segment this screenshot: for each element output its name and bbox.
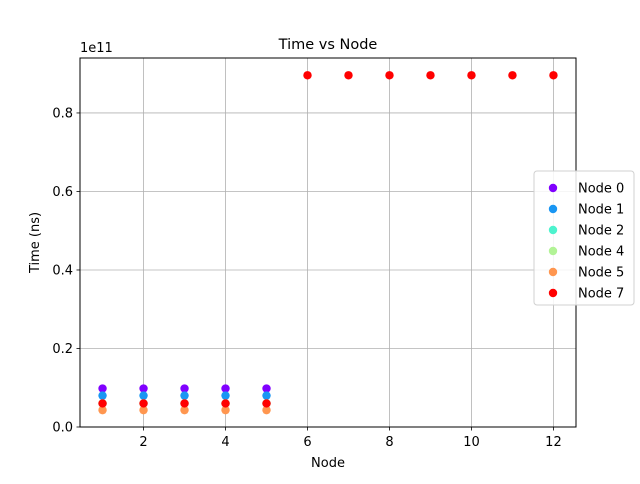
legend-marker (548, 267, 558, 277)
data-point (262, 391, 271, 400)
series-node-7 (98, 71, 558, 408)
x-tick-label: 8 (385, 435, 393, 450)
x-axis-label: Node (311, 456, 345, 471)
x-tick-label: 12 (545, 435, 562, 450)
y-tick-label: 0.4 (52, 263, 73, 278)
data-point (426, 71, 435, 80)
y-tick-label: 0.0 (52, 421, 73, 436)
legend-label: Node 4 (578, 245, 624, 260)
data-points (98, 71, 558, 415)
data-point (139, 399, 148, 408)
y-axis-offset-label: 1e11 (80, 41, 113, 56)
data-point (221, 384, 230, 393)
legend-marker (548, 225, 558, 235)
legend: Node 0 Node 1 Node 2 Node 4 Node 5 Node 7 (533, 170, 635, 306)
axis-ticks: 2 4 6 8 10 12 0.0 0.2 0.4 0.6 0.8 (52, 106, 561, 450)
legend-item: Node 0 (548, 182, 624, 197)
series-node-5 (98, 405, 271, 415)
data-point (262, 384, 271, 393)
legend-frame (533, 170, 635, 306)
data-point (221, 399, 230, 408)
data-point (221, 405, 230, 415)
grid-lines (80, 58, 576, 428)
data-point (139, 391, 148, 400)
legend-label: Node 7 (578, 287, 624, 302)
x-tick-label: 2 (139, 435, 147, 450)
y-tick-label: 0.8 (52, 106, 73, 121)
legend-item: Node 1 (548, 203, 624, 218)
data-point (262, 405, 271, 415)
data-point (385, 71, 394, 80)
data-point (262, 399, 271, 408)
y-axis-label: Time (ns) (28, 212, 43, 274)
data-point (139, 384, 148, 393)
legend-marker (548, 288, 558, 298)
x-tick-label: 10 (463, 435, 480, 450)
data-point (467, 71, 476, 80)
y-tick-label: 0.2 (52, 342, 73, 357)
data-point (98, 391, 107, 400)
legend-item: Node 4 (548, 245, 624, 260)
legend-marker (548, 183, 558, 193)
legend-item: Node 2 (548, 224, 624, 239)
chart-title: Time vs Node (278, 37, 378, 53)
x-tick-label: 4 (221, 435, 229, 450)
legend-label: Node 1 (578, 203, 624, 218)
data-point (180, 399, 189, 408)
data-point (549, 71, 558, 80)
legend-marker (548, 246, 558, 256)
legend-item: Node 5 (548, 266, 624, 281)
data-point (180, 391, 189, 400)
data-point (98, 399, 107, 408)
data-point (303, 71, 312, 80)
data-point (180, 405, 189, 415)
legend-label: Node 5 (578, 266, 624, 281)
y-tick-label: 0.6 (52, 185, 73, 200)
legend-label: Node 2 (578, 224, 624, 239)
legend-marker (548, 204, 558, 214)
data-point (98, 405, 107, 415)
data-point (221, 391, 230, 400)
data-point (139, 405, 148, 415)
legend-item: Node 7 (548, 287, 624, 302)
data-point (344, 71, 353, 80)
data-point (98, 384, 107, 393)
data-point (508, 71, 517, 80)
legend-label: Node 0 (578, 182, 624, 197)
series-node-0 (98, 384, 271, 393)
data-point (180, 384, 189, 393)
x-tick-label: 6 (303, 435, 311, 450)
series-node-1 (98, 391, 271, 400)
